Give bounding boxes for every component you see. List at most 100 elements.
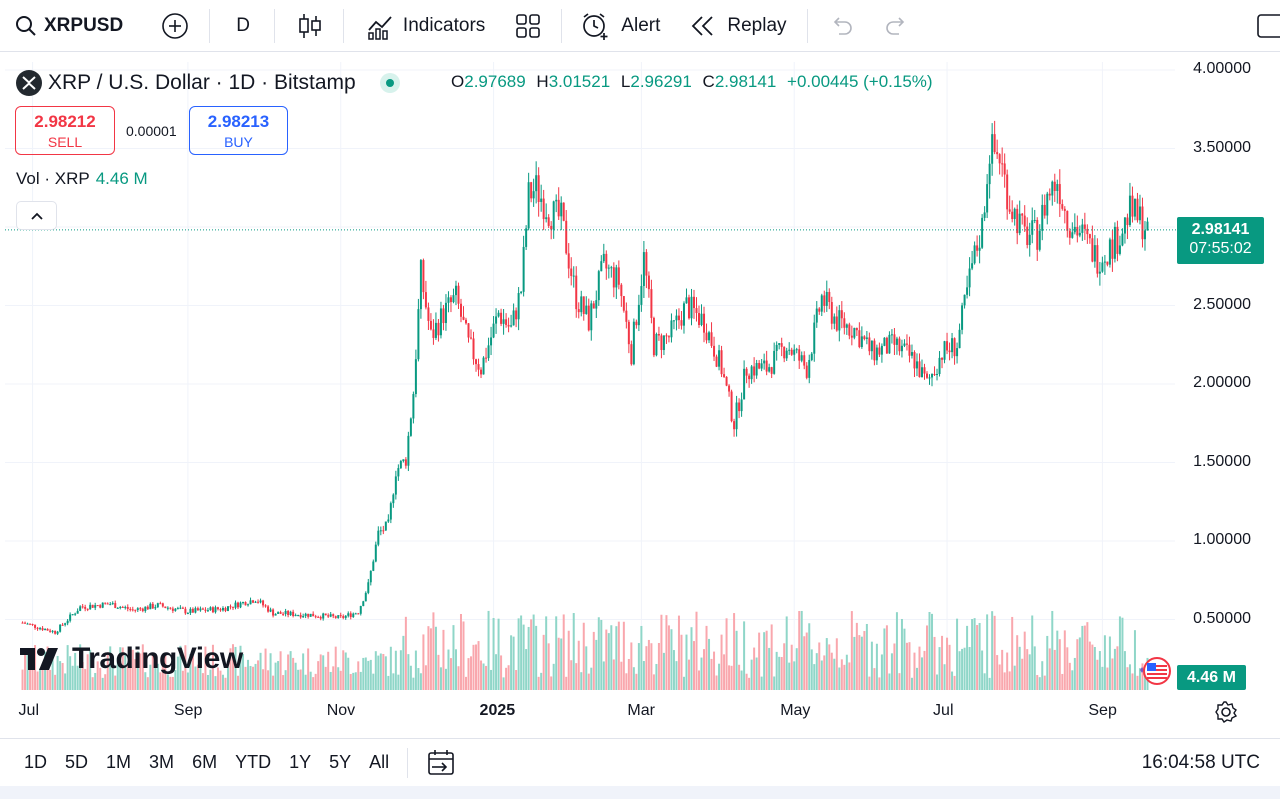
volume-tag: 4.46 M [1177,665,1246,690]
volume-bar [800,610,803,690]
candle-body [402,459,405,462]
volume-bar [166,674,169,690]
range-button-5y[interactable]: 5Y [329,752,352,772]
volume-bar [465,676,468,690]
volume-bar [915,667,918,690]
collapse-legend-button[interactable] [16,201,57,230]
volume-bar [768,647,771,690]
volume-bar [116,657,119,690]
interval-button[interactable]: D [236,0,250,52]
candle-body [166,607,169,609]
volume-bar [234,646,237,690]
volume-bar [770,624,773,690]
buy-button[interactable]: 2.98213 BUY [189,106,288,155]
volume-bar [798,611,801,690]
alert-button[interactable]: Alert [580,0,660,52]
candle-body [1013,208,1016,220]
low-key: L [620,72,631,91]
volume-bar [31,661,34,690]
volume-bar [675,661,678,690]
candle-body [437,322,440,336]
range-button-3m[interactable]: 3M [149,752,175,772]
price-chart[interactable] [5,62,1280,738]
sell-button[interactable]: 2.98212 SELL [15,106,115,155]
legend-title[interactable]: XRP / U.S. Dollar · 1D · Bitstamp [48,71,356,94]
candle-body [968,268,971,288]
range-button-1d[interactable]: 1D [24,752,48,772]
chart-area[interactable] [5,62,1280,738]
volume-bar [640,625,643,690]
candle-body [750,366,753,380]
add-symbol-button[interactable] [161,0,189,52]
candle-body [577,309,580,313]
volume-bar [1076,639,1079,690]
volume-bar [547,643,550,690]
range-button-ytd[interactable]: YTD [235,752,272,772]
volume-bar [26,651,29,690]
candle-body [219,609,222,611]
volume-bar [262,669,265,690]
range-button-5d[interactable]: 5D [65,752,89,772]
candle-body [926,373,929,378]
candle-body [1053,181,1056,191]
candle-body [698,313,701,326]
candle-body [600,261,603,272]
candle-body [1001,163,1004,165]
volume-bar [627,658,630,690]
candle-body [312,613,315,617]
candle-body [111,603,114,605]
volume-bar [550,676,553,690]
range-button-all[interactable]: All [369,752,390,772]
volume-bar [735,630,738,690]
candle-body [915,361,918,369]
volume-bar [449,658,452,690]
volume-bar [159,672,162,690]
volume-bar [743,621,746,690]
volume-bar [698,670,701,690]
volume-bar [555,616,558,690]
clock[interactable]: 16:04:58 UTC [1141,751,1260,773]
volume-bar [560,638,563,690]
volume-bar [1096,659,1099,690]
range-button-6m[interactable]: 6M [192,752,218,772]
layouts-button[interactable] [515,0,541,52]
us-flag-icon[interactable] [1137,656,1177,686]
replay-button[interactable]: Replay [690,0,787,52]
fullscreen-button[interactable] [1256,0,1280,52]
candle-body [134,609,137,611]
chart-type-button[interactable] [297,0,323,52]
candle-body [745,368,748,376]
goto-date-button[interactable] [426,749,456,777]
candle-body [417,309,420,360]
range-button-1y[interactable]: 1Y [289,752,312,772]
candle-body [29,623,32,625]
candle-body [1011,211,1014,220]
toolbar-separator [209,8,211,43]
candle-body [452,295,455,303]
volume-legend[interactable]: Vol · XRP 4.46 M [16,169,148,189]
candle-body [41,628,44,631]
candle-body [943,341,946,360]
candle-body [1141,206,1144,240]
candle-body [352,613,355,618]
candle-body [1093,245,1096,262]
volume-bar [309,671,312,690]
volume-bar [94,672,97,690]
indicators-button[interactable]: Indicators [366,0,485,52]
volume-bar [179,645,182,690]
symbol-search[interactable]: XRPUSD [14,0,123,52]
range-button-1m[interactable]: 1M [106,752,132,772]
redo-button[interactable] [884,0,908,52]
time-tick-label: Nov [326,702,356,719]
volume-bar [254,663,257,690]
scale-settings-button[interactable] [1214,700,1238,729]
volume-bar [1001,649,1004,690]
candle-body [257,601,260,603]
price-tick-label: 0.50000 [1193,609,1251,627]
candle-body [692,296,695,309]
volume-bar [334,646,337,690]
undo-button[interactable] [830,0,854,52]
candle-body [292,611,295,616]
volume-bar [304,674,307,690]
volume-bar [532,614,535,690]
